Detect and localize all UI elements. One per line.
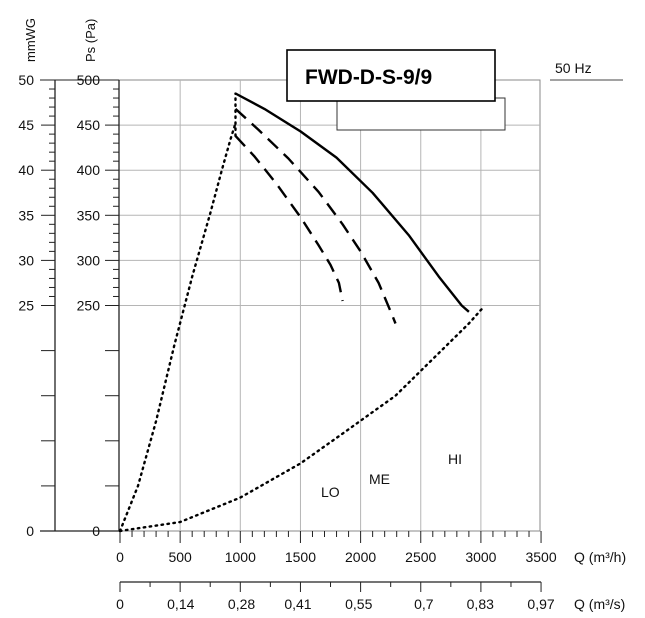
x2-tick-label: 0,14 <box>167 596 194 612</box>
y2-tick-label: 0 <box>26 523 34 539</box>
y-tick-label: 0 <box>92 523 100 539</box>
x2-tick-label: 0 <box>116 596 124 612</box>
grid-lines <box>118 79 541 532</box>
y2-tick-label: 35 <box>18 207 34 223</box>
y-tick-label: 350 <box>77 207 101 223</box>
title-box <box>286 49 496 102</box>
series-me-line <box>234 108 397 324</box>
chart-title: FWD-D-S-9/9 <box>305 66 432 89</box>
x-tick-label: 1500 <box>285 549 316 565</box>
boundary-dotted-line-3 <box>118 122 237 533</box>
x2-tick-label: 0,41 <box>284 596 311 612</box>
y-tick-label: 450 <box>77 117 101 133</box>
y2-tick-label: 40 <box>18 162 34 178</box>
frequency-label: 50 Hz <box>555 60 592 76</box>
y2-tick-label: 50 <box>18 72 34 88</box>
x-tick-label: 500 <box>168 549 192 565</box>
x2-axis-title: Q (m³/s) <box>574 596 625 612</box>
series-group <box>118 92 485 533</box>
x-tick-label: 3000 <box>465 549 496 565</box>
x2-tick-label: 0,97 <box>527 596 554 612</box>
secondary-title-box <box>336 97 506 131</box>
series-label-hi: HI <box>448 451 462 467</box>
x-tick-label: 2500 <box>405 549 436 565</box>
series-label-lo: LO <box>321 484 340 500</box>
boundary-dotted-line-4 <box>118 306 485 533</box>
y-tick-label: 300 <box>77 252 101 268</box>
x2-tick-label: 0,7 <box>414 596 434 612</box>
y2-tick-label: 45 <box>18 117 34 133</box>
y-tick-label: 250 <box>77 298 101 314</box>
x-tick-label: 1000 <box>225 549 256 565</box>
x2-tick-label: 0,55 <box>345 596 372 612</box>
y-tick-label: 500 <box>77 72 101 88</box>
x2-tick-label: 0,28 <box>228 596 255 612</box>
y2-axis-title: mmWG <box>23 18 38 62</box>
y-axis-title: Ps (Pa) <box>83 19 98 62</box>
series-hi-line <box>234 92 470 313</box>
x-tick-label: 3500 <box>525 549 556 565</box>
x-axis-title: Q (m³/h) <box>574 549 626 565</box>
series-label-me: ME <box>369 471 390 487</box>
y2-tick-label: 25 <box>18 298 34 314</box>
y-tick-label: 400 <box>77 162 101 178</box>
x2-tick-label: 0,83 <box>467 596 494 612</box>
x-tick-label: 2000 <box>345 549 376 565</box>
y2-tick-label: 30 <box>18 252 34 268</box>
x-tick-label: 0 <box>116 549 124 565</box>
series-lo-line <box>234 135 344 302</box>
